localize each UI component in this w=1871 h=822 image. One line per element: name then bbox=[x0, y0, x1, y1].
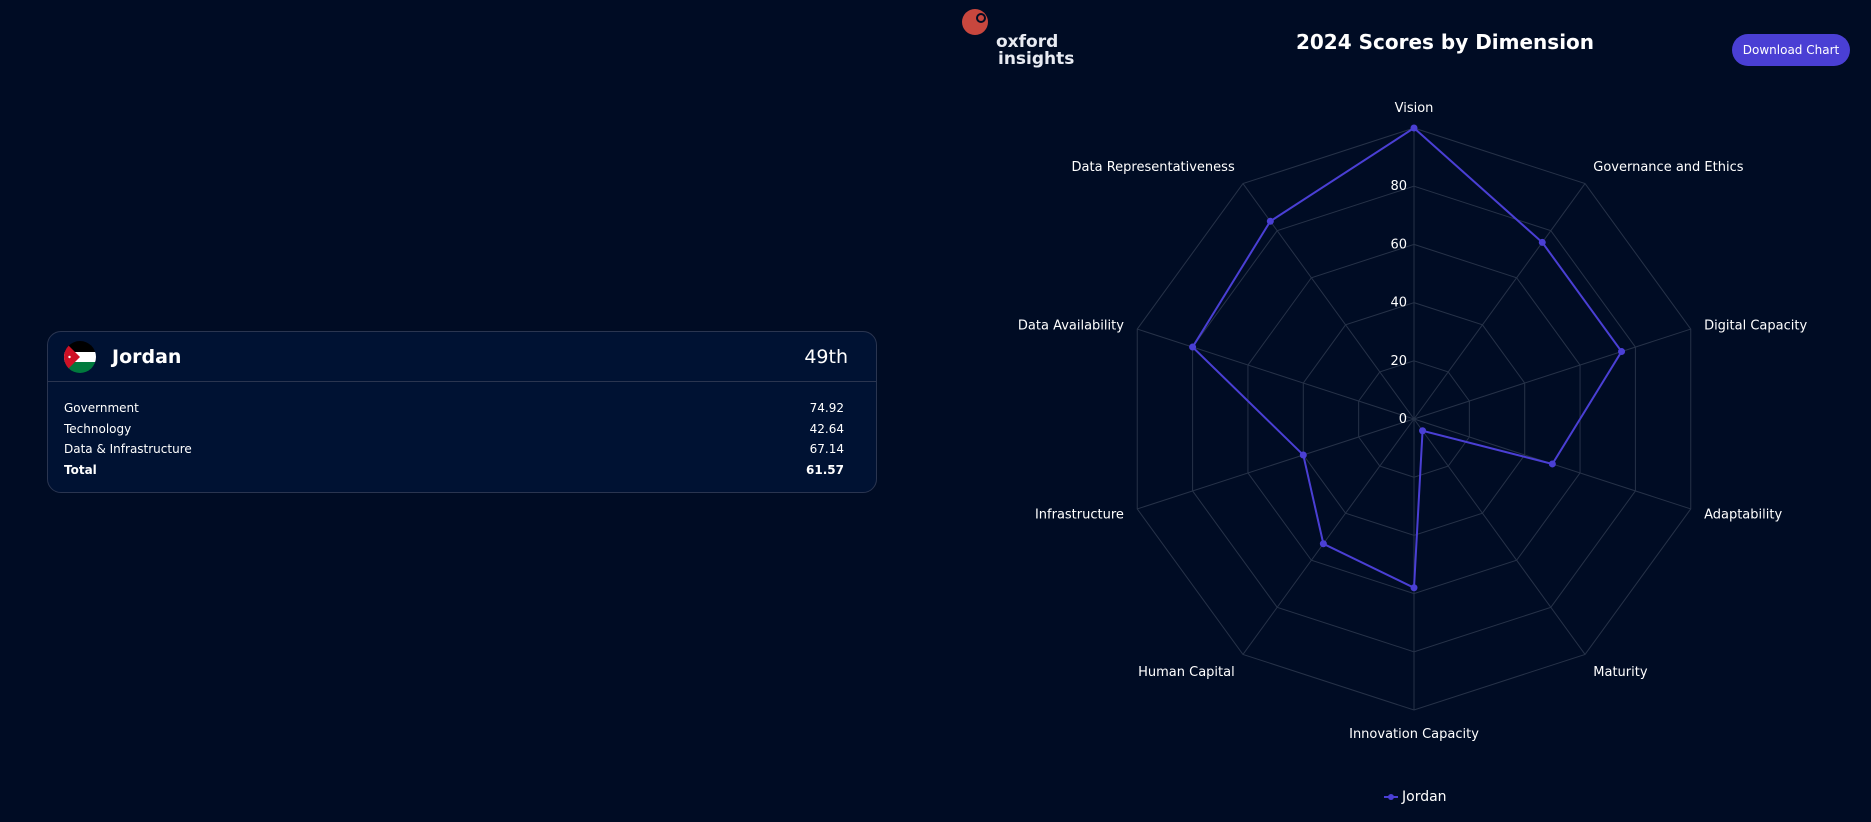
chart-panel: oxford insights 2024 Scores by Dimension… bbox=[940, 0, 1871, 822]
category-label: Vision bbox=[1395, 101, 1434, 116]
grid-spoke bbox=[1137, 418, 1415, 510]
grid-spoke bbox=[1413, 328, 1691, 420]
score-row-data-infrastructure: Data & Infrastructure 67.14 bbox=[64, 439, 844, 460]
category-label: Data Representativeness bbox=[1072, 160, 1235, 175]
grid-spoke bbox=[1242, 418, 1415, 655]
category-label: Data Availability bbox=[1018, 319, 1124, 334]
score-row-total: Total 61.57 bbox=[64, 460, 844, 481]
data-point bbox=[1538, 238, 1546, 246]
country-score-card: Jordan 49th Government 74.92 Technology … bbox=[47, 331, 877, 493]
category-label: Digital Capacity bbox=[1704, 319, 1807, 334]
score-label: Technology bbox=[64, 421, 132, 436]
score-label: Government bbox=[64, 401, 139, 416]
tick-label: 60 bbox=[1390, 237, 1407, 252]
series-line-jordan bbox=[1191, 126, 1623, 590]
logo-text-line1: oxford bbox=[996, 32, 1059, 52]
chart-title: 2024 Scores by Dimension bbox=[1295, 30, 1595, 54]
category-label: Infrastructure bbox=[1035, 507, 1124, 522]
jordan-flag-icon bbox=[64, 340, 96, 373]
data-point bbox=[1419, 427, 1427, 435]
category-label: Innovation Capacity bbox=[1349, 727, 1479, 742]
radar-chart: 0 20 40 60 80 Vision Governance and Ethics Digi… bbox=[1018, 101, 1808, 742]
tick-label: 80 bbox=[1390, 179, 1407, 194]
country-name: Jordan bbox=[112, 345, 182, 368]
category-label: Governance and Ethics bbox=[1593, 160, 1743, 175]
category-label: Human Capital bbox=[1138, 665, 1235, 680]
category-label: Maturity bbox=[1593, 665, 1648, 680]
score-value: 67.14 bbox=[809, 442, 844, 457]
grid-spoke bbox=[1413, 183, 1586, 420]
data-point bbox=[1618, 348, 1626, 356]
score-label: Data & Infrastructure bbox=[64, 442, 192, 457]
score-label: Total bbox=[64, 462, 97, 477]
oxford-insights-logo: oxford insights bbox=[962, 8, 1074, 70]
data-point bbox=[1410, 124, 1418, 132]
download-chart-button[interactable]: Download Chart bbox=[1732, 34, 1850, 66]
logo-mark-icon bbox=[962, 9, 988, 35]
score-row-technology: Technology 42.64 bbox=[64, 419, 844, 440]
data-point bbox=[1189, 343, 1197, 351]
data-point bbox=[1548, 460, 1556, 468]
category-label: Adaptability bbox=[1704, 507, 1782, 522]
logo-text-line2: insights bbox=[998, 49, 1075, 69]
data-point bbox=[1410, 584, 1418, 592]
score-value: 42.64 bbox=[809, 421, 844, 436]
card-header: Jordan 49th bbox=[48, 332, 876, 382]
legend-label: Jordan bbox=[1402, 789, 1447, 805]
chart-legend[interactable]: Jordan bbox=[1384, 789, 1447, 805]
grid-spoke bbox=[1137, 328, 1415, 420]
data-point bbox=[1266, 217, 1274, 225]
grid-spoke bbox=[1413, 418, 1586, 655]
tick-label: 20 bbox=[1390, 354, 1407, 369]
score-value: 61.57 bbox=[806, 462, 844, 477]
legend-swatch-icon bbox=[1384, 792, 1398, 802]
data-point bbox=[1319, 540, 1327, 548]
score-row-government: Government 74.92 bbox=[64, 398, 844, 419]
tick-label: 40 bbox=[1390, 296, 1407, 311]
score-value: 74.92 bbox=[809, 401, 844, 416]
data-point bbox=[1299, 451, 1307, 459]
tick-label: 0 bbox=[1399, 412, 1407, 427]
country-rank: 49th bbox=[804, 345, 848, 368]
score-rows: Government 74.92 Technology 42.64 Data &… bbox=[48, 382, 876, 480]
